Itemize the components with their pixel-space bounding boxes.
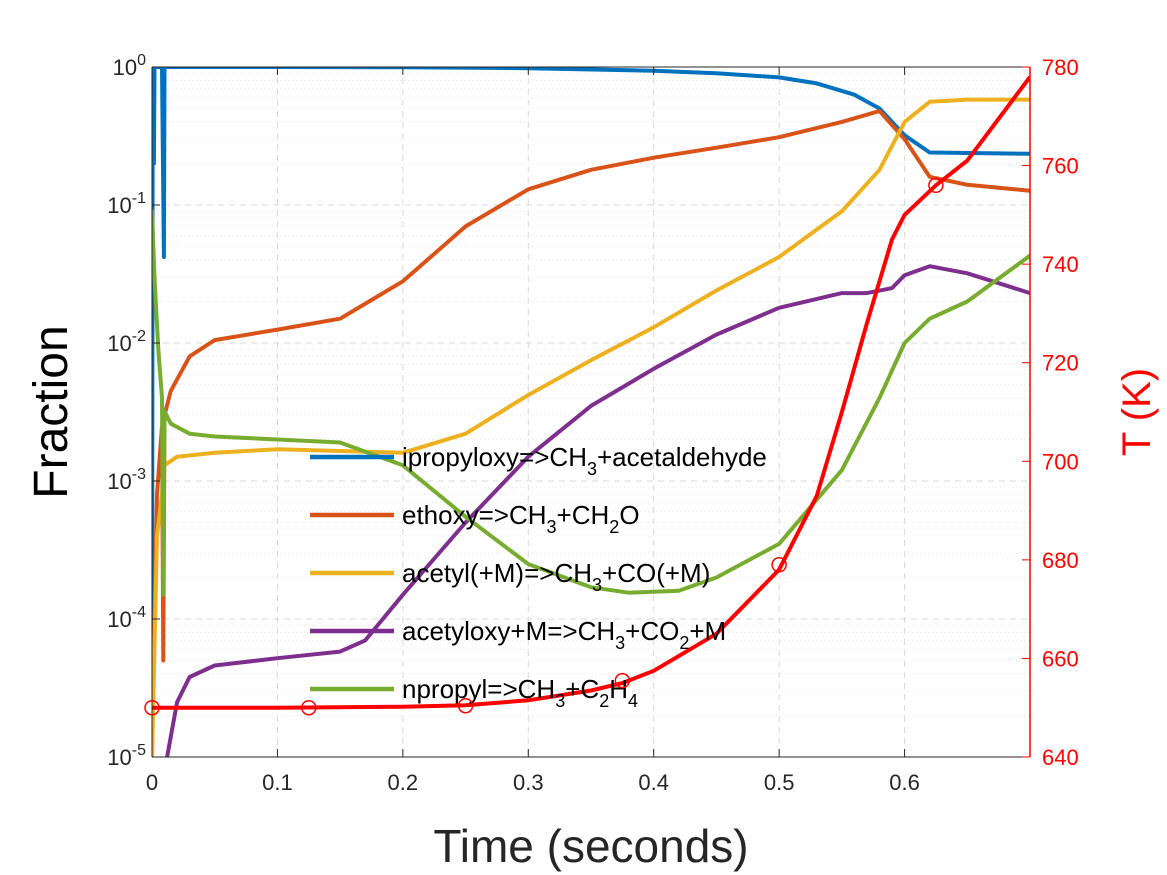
y-right-tick-label: 640 — [1042, 745, 1079, 770]
tick-labels: 0 0.1 0.2 0.3 0.4 0.5 0.610010-110-210-310-410… — [107, 52, 1078, 795]
x-tick-label: 0.1 — [262, 770, 293, 795]
legend-label-npropyl: npropyl=>CH3+C2H4 — [402, 674, 638, 711]
temperature-line — [152, 75, 1030, 710]
y-left-tick-label: 10-4 — [107, 604, 146, 632]
legend-label-acetyl: acetyl(+M)=>CH3+CO(+M) — [402, 558, 710, 595]
legend-label-ethoxy: ethoxy=>CH3+CH2O — [402, 500, 640, 537]
y-right-tick-label: 720 — [1042, 351, 1079, 376]
legend-label-ipropyloxy: ipropyloxy=>CH3+acetaldehyde — [402, 442, 767, 479]
y-right-tick-label: 660 — [1042, 646, 1079, 671]
axes — [151, 66, 1031, 758]
x-tick-label: 0 — [146, 770, 158, 795]
temperature-marker — [457, 697, 474, 714]
curves — [152, 67, 1030, 757]
temperature-layer — [152, 75, 1030, 710]
y-right-tick-label: 760 — [1042, 154, 1079, 179]
temperature-marker — [928, 177, 944, 194]
series-line-acetyloxy — [165, 264, 1030, 757]
x-tick-label: 0.3 — [513, 770, 544, 795]
x-tick-label: 0.5 — [764, 770, 795, 795]
legend-label-acetyloxy: acetyloxy+M=>CH3+CO2+M — [402, 616, 726, 653]
y-right-tick-label: 780 — [1042, 55, 1079, 80]
grid — [152, 67, 1030, 757]
x-tick-label: 0.2 — [388, 770, 419, 795]
x-axis-title: Time (seconds) — [433, 820, 748, 872]
temperature-marker — [144, 699, 160, 716]
series-line-acetyl — [152, 97, 1030, 757]
temperature-marker — [301, 699, 317, 716]
y-axis-left-title: Fraction — [25, 325, 78, 498]
x-tick-label: 0.6 — [889, 770, 920, 795]
y-right-tick-label: 680 — [1042, 548, 1079, 573]
y-left-tick-label: 10-5 — [107, 742, 146, 770]
plot-area — [152, 67, 1030, 757]
series-line-npropyl — [152, 209, 1030, 597]
y-right-tick-label: 700 — [1042, 449, 1079, 474]
temperature-marker — [614, 672, 631, 689]
y-left-tick-label: 10-3 — [107, 466, 146, 494]
y-axis-right-title: T (K) — [1115, 368, 1159, 456]
y-right-tick-label: 740 — [1042, 252, 1079, 277]
temperature-marker — [771, 557, 787, 573]
x-tick-label: 0.4 — [638, 770, 669, 795]
legend: ipropyloxy=>CH3+acetaldehyde ethoxy=>CH3+… — [310, 442, 767, 711]
